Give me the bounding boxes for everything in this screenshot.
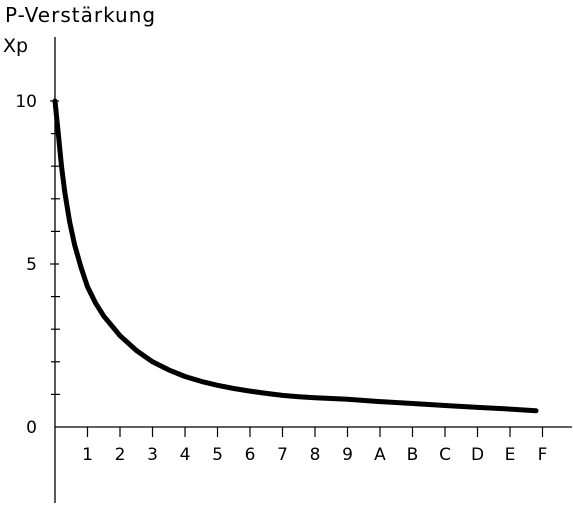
x-tick-label-1: 1 xyxy=(82,445,93,465)
x-tick-label-4: 4 xyxy=(180,445,191,465)
x-tick-label-F: F xyxy=(538,445,548,465)
x-tick-label-6: 6 xyxy=(245,445,256,465)
x-tick-label-2: 2 xyxy=(115,445,126,465)
x-tick-label-5: 5 xyxy=(212,445,223,465)
x-tick-label-7: 7 xyxy=(277,445,288,465)
series-group xyxy=(52,98,539,414)
x-tick-label-D: D xyxy=(471,445,484,465)
x-tick-label-A: A xyxy=(374,445,386,465)
y-tick-label-0: 0 xyxy=(26,418,37,438)
y-tick-label-10: 10 xyxy=(15,92,37,112)
x-tick-label-8: 8 xyxy=(310,445,321,465)
x-tick-label-B: B xyxy=(407,445,419,465)
y-axis-label: Xp xyxy=(3,35,28,57)
chart-title: P-Verstärkung xyxy=(5,3,156,27)
x-tick-label-C: C xyxy=(439,445,451,465)
x-tick-label-E: E xyxy=(505,445,516,465)
y-tick-label-5: 5 xyxy=(26,255,37,275)
x-tick-label-3: 3 xyxy=(147,445,158,465)
x-tick-label-9: 9 xyxy=(342,445,353,465)
series-line-0 xyxy=(52,98,539,414)
y-ticks: 0 5 10 xyxy=(15,92,60,438)
